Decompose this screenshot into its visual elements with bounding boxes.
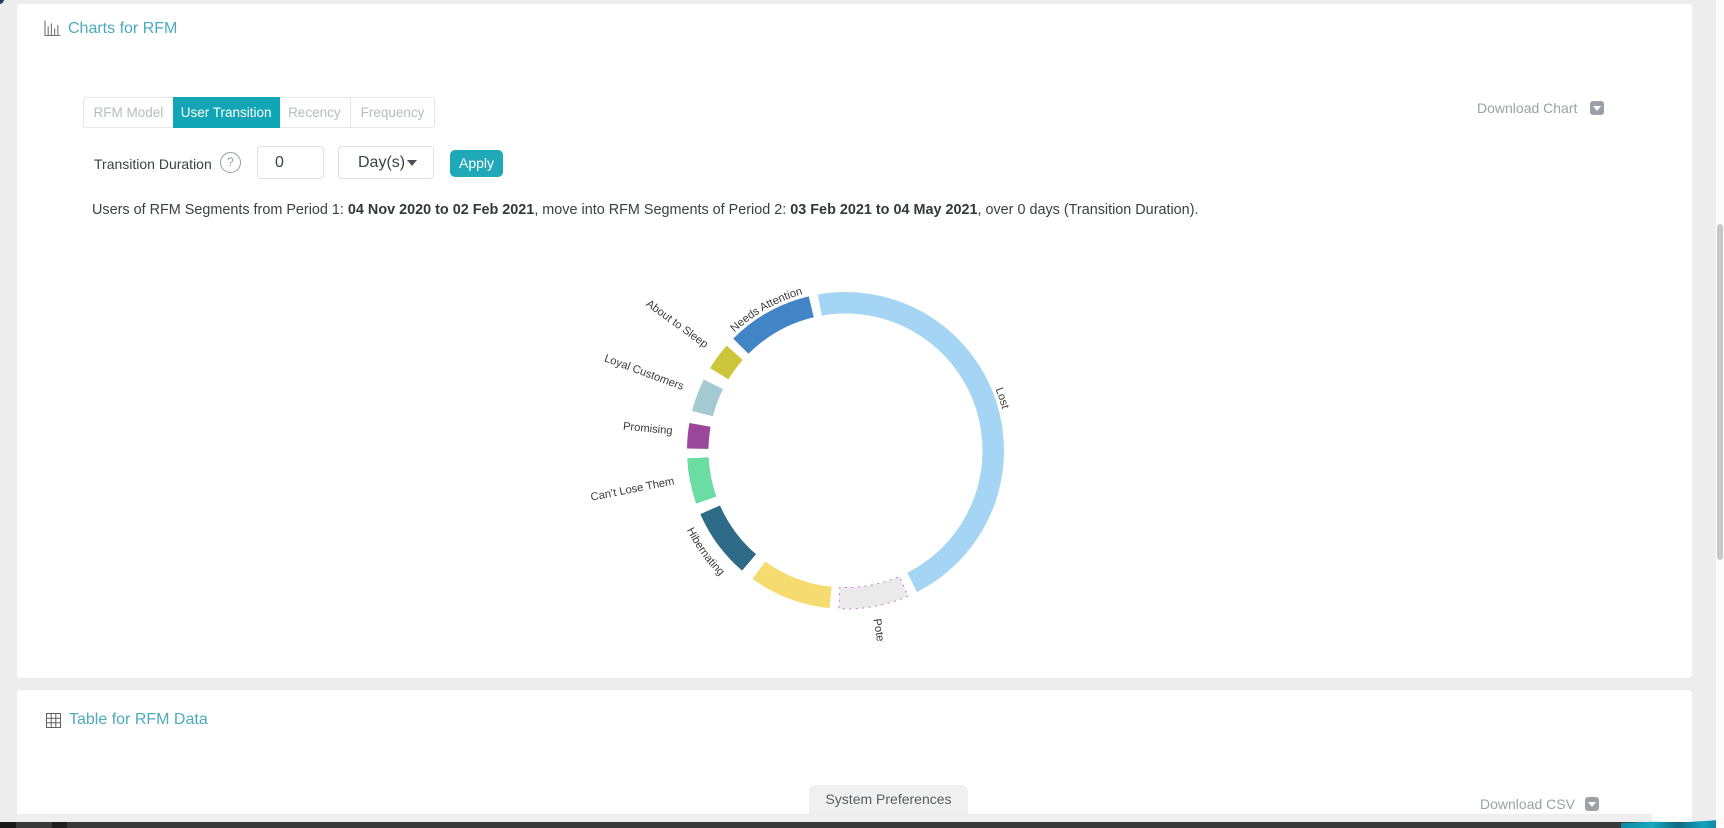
svg-text:Potential Loyalist: Potential Loyalist — [870, 618, 896, 642]
svg-text:Loyal Customers: Loyal Customers — [603, 353, 686, 394]
svg-text:About to Sleep: About to Sleep — [644, 298, 710, 351]
svg-text:Can’t Lose Them: Can’t Lose Them — [590, 475, 676, 503]
svg-text:Promising: Promising — [622, 421, 673, 438]
